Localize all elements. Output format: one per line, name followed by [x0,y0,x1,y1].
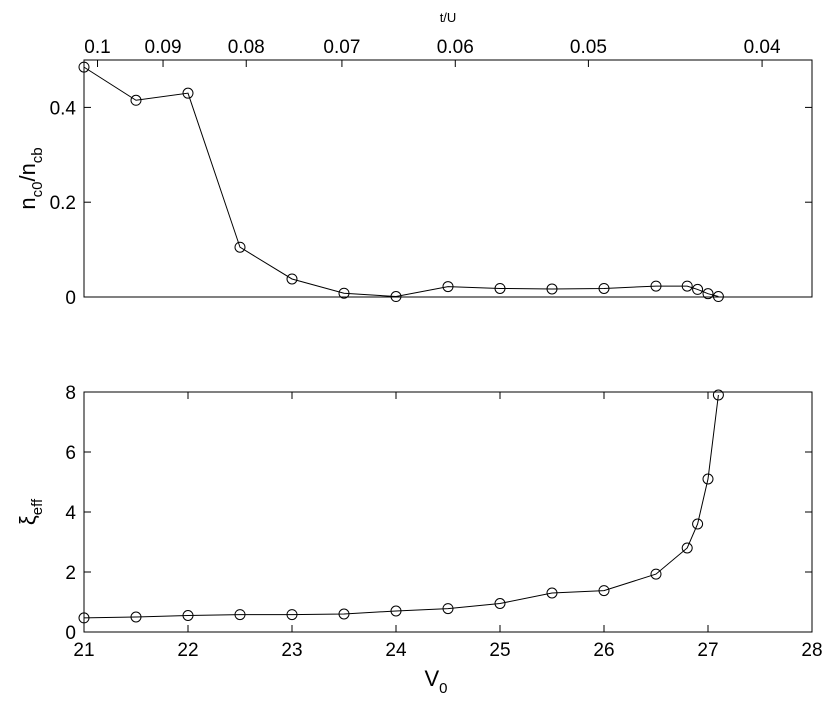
data-point [442,281,454,293]
x2-tick-label: 0.06 [437,37,474,58]
data-point [598,585,610,597]
y-tick-label: 6 [65,443,76,464]
y-tick-label: 4 [65,503,76,524]
y-tick-label: 0.4 [50,98,77,119]
y-axis-label-part: n [15,197,40,209]
data-point [681,280,693,292]
data-point [286,609,298,621]
x2-tick-label: 0.04 [744,37,781,58]
data-point [234,241,246,253]
data-line [83,66,719,298]
x-tick-label: 23 [281,640,302,661]
x-tick-label: 21 [73,640,94,661]
data-line [83,394,719,619]
x2-tick-label: 0.05 [570,37,607,58]
x2-tick-label: 0.07 [323,37,360,58]
y-tick-label: 0 [65,623,76,644]
data-point [598,282,610,294]
data-point [494,282,506,294]
y-axis-label-part: eff [29,498,46,515]
x-tick-label: 24 [385,640,407,661]
x2-tick-label: 0.1 [84,37,110,58]
x-tick-label: 28 [801,640,822,661]
y-tick-label: 2 [65,563,76,584]
y-axis-label-part: c0 [29,182,46,198]
data-point [702,473,714,485]
data-point [390,291,402,303]
y-axis-label-part: /n [15,163,40,181]
data-point [712,389,724,401]
data-point [338,608,350,620]
x-axis-label-part: V [424,666,439,691]
x-axis-label: V0 [424,666,447,697]
data-point [442,603,454,615]
data-point [78,612,90,624]
data-point [712,291,724,303]
x-tick-label: 25 [489,640,510,661]
y-axis-label: nc0/ncb [15,147,46,209]
y-axis-label: ξeff [15,498,46,525]
plot-frame [83,391,813,633]
data-point [494,598,506,609]
y-tick-label: 8 [65,383,76,404]
plot-frame [83,59,813,298]
data-point [546,587,558,599]
data-point [546,283,558,295]
data-point [182,87,194,99]
data-point [234,609,246,621]
data-point [182,610,194,621]
data-point [390,605,402,617]
data-point [78,61,90,73]
data-point [338,287,350,299]
x-axis-label-part: 0 [439,680,447,697]
y-axis-label-part: ξ [15,515,40,525]
x-tick-label: 22 [177,640,198,661]
data-point [286,273,298,285]
data-point [692,518,704,530]
data-point [130,94,142,106]
y-tick-label: 0 [65,288,76,309]
data-point [650,568,662,580]
y-axis-label-part: cb [29,147,46,163]
data-point [681,542,693,554]
data-point [650,280,662,292]
x-tick-label: 27 [697,640,718,661]
y-tick-label: 0.2 [50,193,76,214]
x2-axis-label: t/U [440,10,457,25]
x-tick-label: 26 [593,640,614,661]
x2-tick-label: 0.09 [145,37,182,58]
data-point [692,283,704,295]
x2-tick-label: 0.08 [228,37,265,58]
data-point [130,611,142,623]
data-point [702,288,714,300]
